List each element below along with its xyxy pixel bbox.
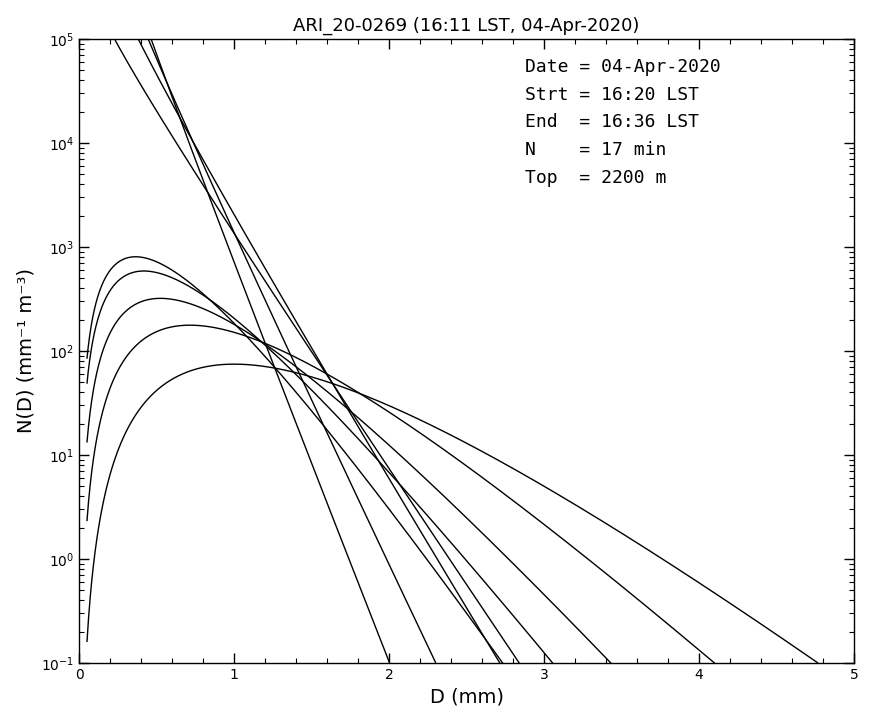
Y-axis label: N(D) (mm⁻¹ m⁻³): N(D) (mm⁻¹ m⁻³) xyxy=(17,268,36,434)
X-axis label: D (mm): D (mm) xyxy=(430,688,504,706)
Title: ARI_20-0269 (16:11 LST, 04-Apr-2020): ARI_20-0269 (16:11 LST, 04-Apr-2020) xyxy=(293,17,640,35)
Text: Date = 04-Apr-2020
Strt = 16:20 LST
End  = 16:36 LST
N    = 17 min
Top  = 2200 m: Date = 04-Apr-2020 Strt = 16:20 LST End … xyxy=(525,58,720,187)
